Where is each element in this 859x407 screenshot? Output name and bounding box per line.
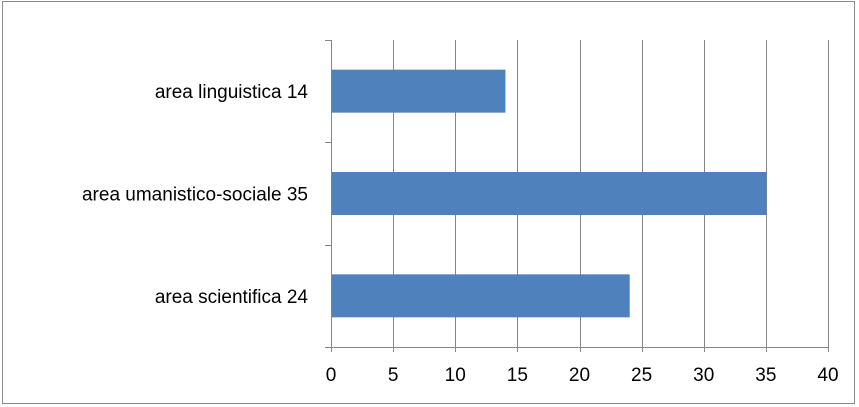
bar-2 (331, 172, 767, 215)
x-tick-label: 25 (631, 365, 652, 386)
bar-3 (331, 274, 630, 318)
bars (331, 69, 767, 318)
bar-1 (331, 69, 506, 113)
x-tick-labels: 0 5 10 15 20 25 30 35 40 (326, 365, 839, 386)
x-tick-label: 15 (507, 365, 528, 386)
x-tick-label: 30 (693, 365, 714, 386)
x-tick-label: 5 (388, 365, 399, 386)
x-tick-label: 0 (326, 365, 337, 386)
category-label: area umanistico-sociale 35 (82, 185, 308, 206)
category-label: area linguistica 14 (155, 82, 309, 103)
x-tick-label: 35 (755, 365, 776, 386)
category-labels: area linguistica 14 area umanistico-socia… (82, 82, 308, 308)
x-tick-label: 10 (445, 365, 466, 386)
axes (331, 40, 829, 348)
x-tick-label: 40 (817, 365, 838, 386)
x-tick-label: 20 (569, 365, 590, 386)
category-label: area scientifica 24 (155, 287, 309, 308)
